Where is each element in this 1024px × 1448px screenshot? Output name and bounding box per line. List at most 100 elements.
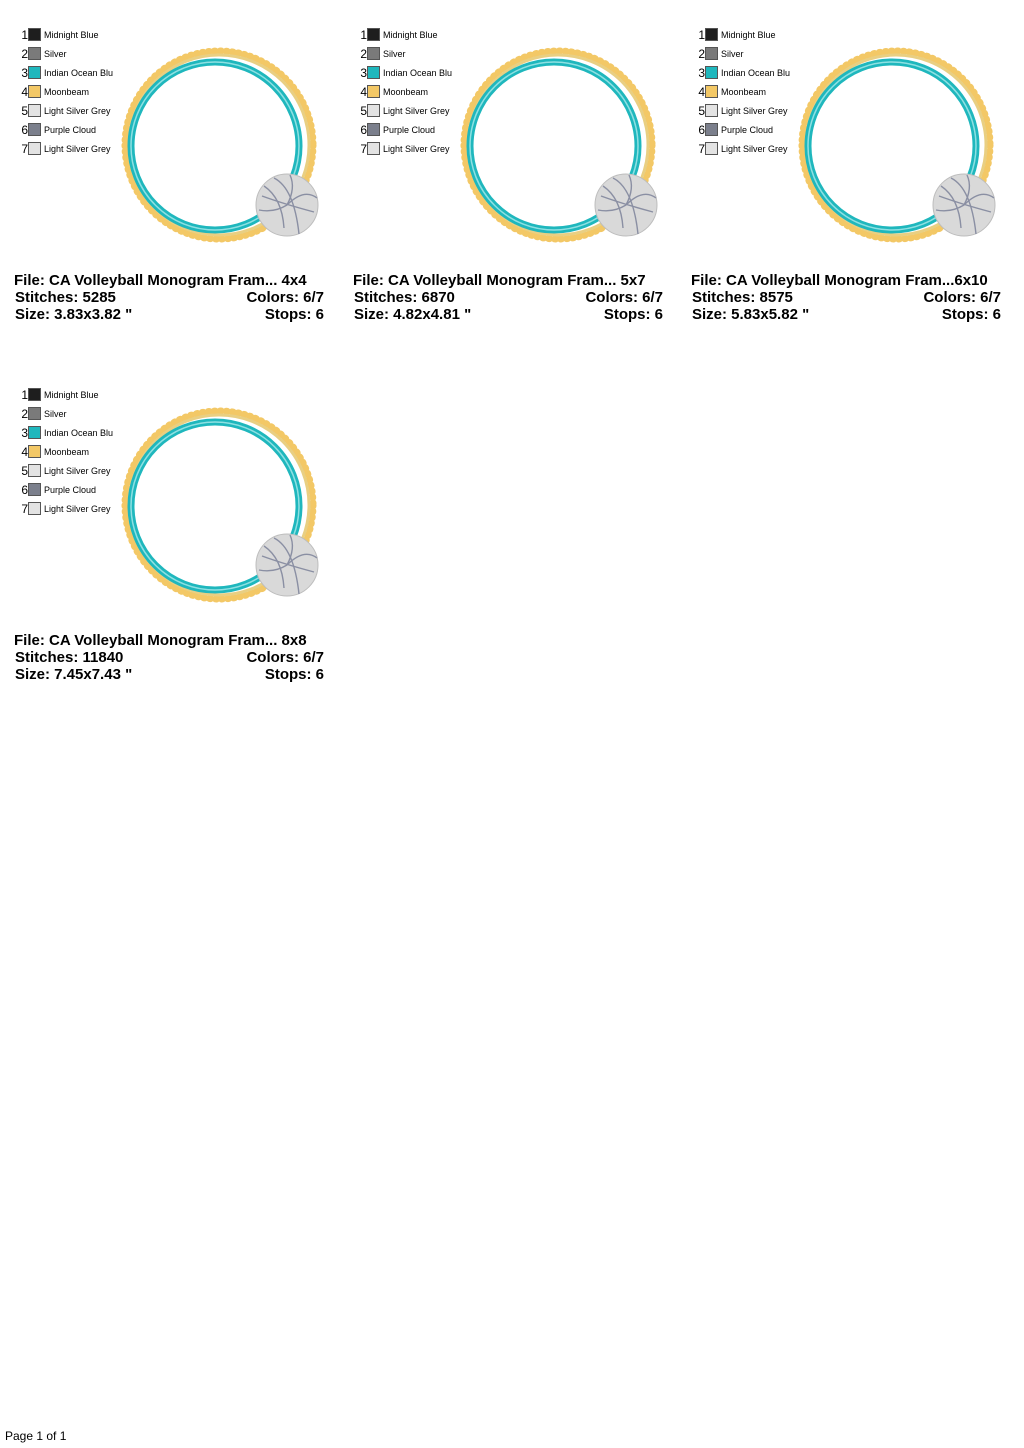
ball-seam <box>261 555 315 573</box>
thread-name: Moonbeam <box>721 87 767 97</box>
thread-swatch <box>28 104 41 117</box>
ball-seam <box>963 174 971 206</box>
thread-name: Light Silver Grey <box>44 466 111 476</box>
design-preview <box>121 47 319 243</box>
thread-number: 6 <box>698 123 705 137</box>
ball-seam <box>263 545 285 589</box>
thread-number: 5 <box>698 104 705 118</box>
volleyball <box>255 533 319 597</box>
ball-seam <box>940 185 962 229</box>
ball-seam <box>935 204 965 212</box>
thread-number: 4 <box>698 85 705 99</box>
design-stitches: Stitches: 6870 <box>354 289 455 306</box>
teal-highlight <box>469 61 639 231</box>
thread-number: 4 <box>360 85 367 99</box>
ball-seam <box>261 195 315 213</box>
thread-number: 4 <box>21 445 28 459</box>
ball-seam <box>286 553 318 566</box>
design-stitches: Stitches: 8575 <box>692 289 793 306</box>
design-cell: 1 Midnight Blue 2 Silver 3 Indian Ocean Blu 4 M… <box>14 28 344 328</box>
thread-swatch <box>705 47 718 60</box>
thread-swatch <box>28 464 41 477</box>
thread-name: Indian Ocean Blu <box>44 428 114 438</box>
design-colors: Colors: 6/7 <box>585 289 663 306</box>
design-preview <box>798 47 996 243</box>
design-file: File: CA Volleyball Monogram Fram... 4x4 <box>14 272 307 289</box>
thread-name: Purple Cloud <box>383 125 436 135</box>
design-stops: Stops: 6 <box>941 306 1001 323</box>
thread-swatch <box>705 104 718 117</box>
thread-swatch <box>28 28 41 41</box>
thread-number: 3 <box>360 66 367 80</box>
teal-highlight <box>130 421 300 591</box>
thread-name: Moonbeam <box>383 87 429 97</box>
thread-name: Moonbeam <box>44 87 90 97</box>
thread-swatch <box>28 388 41 401</box>
gold-border <box>121 47 317 243</box>
design-preview <box>121 407 319 603</box>
thread-name: Light Silver Grey <box>383 144 450 154</box>
thread-swatch <box>367 104 380 117</box>
thread-name: Silver <box>721 49 744 59</box>
thread-swatch <box>28 426 41 439</box>
thread-number: 4 <box>21 85 28 99</box>
thread-swatch <box>28 483 41 496</box>
thread-number: 1 <box>21 28 28 42</box>
thread-name: Light Silver Grey <box>721 106 788 116</box>
design-size: Size: 3.83x3.82 " <box>15 306 133 323</box>
thread-name: Light Silver Grey <box>383 106 450 116</box>
thread-number: 2 <box>21 47 28 61</box>
design-colors: Colors: 6/7 <box>923 289 1001 306</box>
thread-number: 3 <box>698 66 705 80</box>
thread-name: Purple Cloud <box>44 125 97 135</box>
design-size: Size: 4.82x4.81 " <box>354 306 472 323</box>
ball-seam <box>258 564 288 572</box>
ball-seam <box>286 193 318 206</box>
design-stitches: Stitches: 5285 <box>15 289 116 306</box>
thread-number: 2 <box>360 47 367 61</box>
thread-number: 1 <box>21 388 28 402</box>
thread-swatch <box>367 28 380 41</box>
ball-seam <box>597 204 627 212</box>
ball-seam <box>600 195 654 213</box>
design-stops: Stops: 6 <box>264 666 324 683</box>
thread-number: 5 <box>21 104 28 118</box>
thread-swatch <box>28 142 41 155</box>
volleyball <box>594 173 658 237</box>
design-colors: Colors: 6/7 <box>246 649 324 666</box>
design-file: File: CA Volleyball Monogram Fram...6x10 <box>691 272 988 289</box>
thread-number: 3 <box>21 426 28 440</box>
thread-name: Indian Ocean Blu <box>721 68 791 78</box>
thread-number: 6 <box>21 483 28 497</box>
ball-seam <box>258 204 288 212</box>
volleyball <box>255 173 319 237</box>
thread-name: Indian Ocean Blu <box>44 68 114 78</box>
thread-name: Silver <box>383 49 406 59</box>
thread-swatch <box>28 407 41 420</box>
ball-seam <box>963 193 995 206</box>
design-size: Size: 7.45x7.43 " <box>15 666 133 683</box>
thread-swatch <box>367 47 380 60</box>
thread-swatch <box>28 502 41 515</box>
thread-number: 7 <box>360 142 367 156</box>
thread-number: 7 <box>21 502 28 516</box>
thread-number: 1 <box>698 28 705 42</box>
thread-name: Silver <box>44 49 67 59</box>
design-stops: Stops: 6 <box>264 306 324 323</box>
teal-highlight <box>130 61 300 231</box>
thread-swatch <box>367 142 380 155</box>
thread-name: Silver <box>44 409 67 419</box>
thread-name: Light Silver Grey <box>44 504 111 514</box>
ball-seam <box>286 174 294 206</box>
ball-seam <box>625 174 633 206</box>
design-cell: 1 Midnight Blue 2 Silver 3 Indian Ocean Blu 4 M… <box>691 28 1021 328</box>
thread-number: 3 <box>21 66 28 80</box>
thread-number: 2 <box>21 407 28 421</box>
page-footer: Page 1 of 1 <box>5 1429 67 1443</box>
ball-seam <box>625 193 657 206</box>
thread-swatch <box>705 85 718 98</box>
design-size: Size: 5.83x5.82 " <box>692 306 810 323</box>
design-file: File: CA Volleyball Monogram Fram... 5x7 <box>353 272 646 289</box>
design-colors: Colors: 6/7 <box>246 289 324 306</box>
design-cell: 1 Midnight Blue 2 Silver 3 Indian Ocean Blu 4 M… <box>14 388 344 688</box>
